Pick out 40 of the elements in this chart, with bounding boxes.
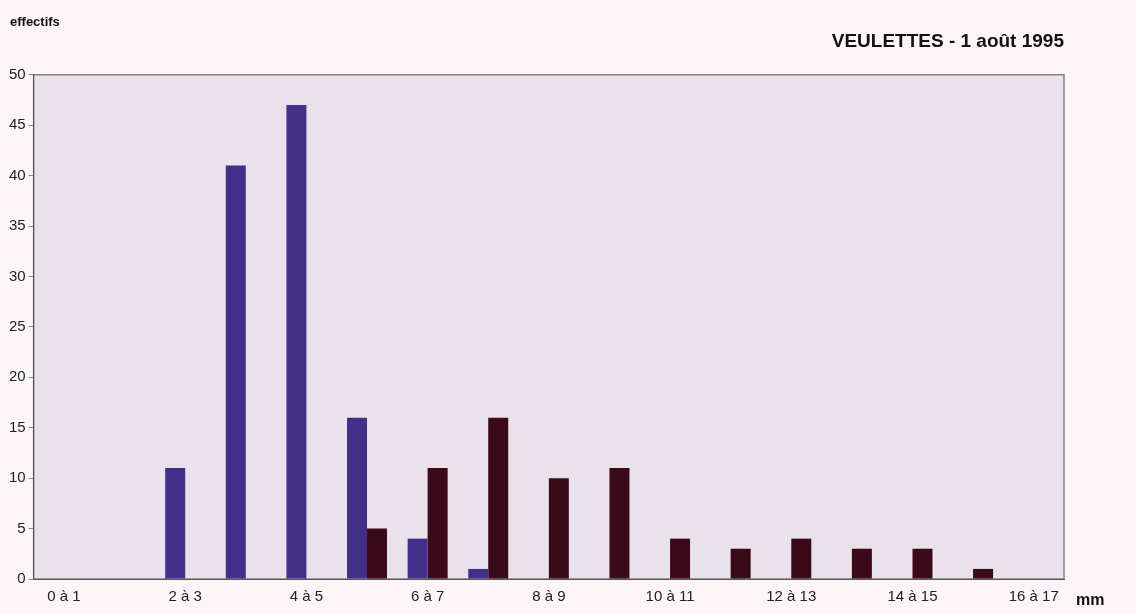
x-tick-label: 2 à 3	[168, 587, 202, 605]
bar	[791, 538, 812, 579]
y-tick-label: 10	[9, 468, 26, 486]
bar	[548, 478, 569, 579]
bar	[286, 105, 307, 579]
y-tick-label: 30	[9, 266, 26, 284]
x-tick-label: 8 à 9	[532, 587, 566, 605]
bar	[912, 548, 933, 579]
x-axis-title: mm	[1076, 591, 1105, 609]
y-tick-label: 15	[9, 417, 26, 435]
bar	[609, 468, 630, 579]
x-tick-label: 16 à 17	[1008, 587, 1059, 605]
y-tick-label: 0	[17, 569, 26, 587]
y-tick-label: 25	[9, 317, 26, 335]
chart-title: VEULETTES - 1 août 1995	[831, 29, 1065, 51]
bar	[225, 165, 246, 579]
x-tick-label: 0 à 1	[47, 587, 81, 605]
y-tick-label: 45	[9, 115, 26, 133]
bar	[407, 538, 428, 579]
bar	[670, 538, 691, 579]
bar	[468, 568, 489, 579]
bar	[427, 468, 448, 579]
bar	[488, 417, 509, 579]
bar	[347, 417, 368, 579]
x-tick-label: 14 à 15	[887, 587, 938, 605]
x-tick-label: 6 à 7	[410, 587, 445, 605]
bar	[165, 468, 186, 579]
y-tick-label: 20	[9, 367, 26, 385]
y-tick-label: 5	[17, 518, 26, 536]
y-tick-label: 35	[9, 216, 26, 234]
bar	[973, 568, 994, 579]
bar	[730, 548, 751, 579]
x-tick-label: 10 à 11	[645, 587, 695, 605]
y-axis-title: effectifs	[10, 13, 60, 29]
bar	[367, 528, 388, 579]
y-tick-label: 40	[9, 165, 26, 183]
bar	[851, 548, 872, 579]
y-tick-label: 50	[9, 64, 26, 82]
x-tick-label: 4 à 5	[289, 587, 324, 605]
x-tick-label: 12 à 13	[766, 587, 817, 605]
